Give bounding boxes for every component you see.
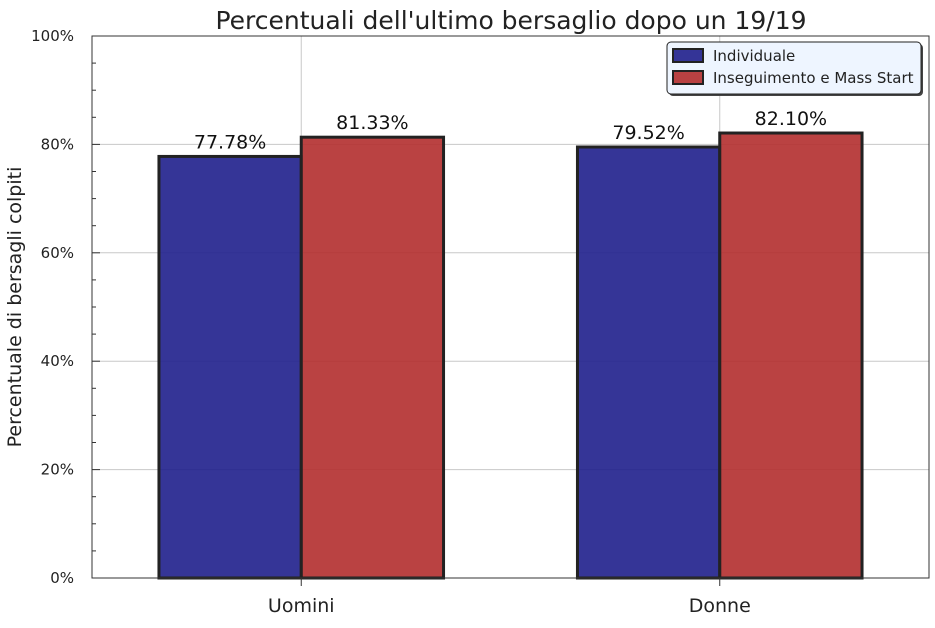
chart-title: Percentuali dell'ultimo bersaglio dopo u… <box>215 6 806 35</box>
data-label: 77.78% <box>194 131 266 153</box>
y-tick-label: 40% <box>41 352 74 370</box>
legend-swatch <box>672 48 704 63</box>
data-label: 79.52% <box>612 122 684 144</box>
bar-uomini-series-1 <box>157 154 303 580</box>
legend-box <box>666 41 922 95</box>
y-axis-label: Percentuale di bersagli colpiti <box>4 167 26 448</box>
data-label: 81.33% <box>336 112 408 134</box>
legend-swatch <box>672 70 704 85</box>
legend-label: Inseguimento e Mass Start <box>713 69 914 87</box>
y-tick-label: 60% <box>41 244 74 262</box>
y-tick-label: 80% <box>41 135 74 153</box>
x-tick-label: Uomini <box>268 595 335 617</box>
bar-uomini-series-2 <box>299 135 446 580</box>
bar-donne-series-1 <box>575 145 722 580</box>
x-axis: Uomini Donne <box>268 578 751 617</box>
x-tick-label: Donne <box>689 595 751 617</box>
y-tick-label: 20% <box>41 461 74 479</box>
y-tick-label: 0% <box>50 569 74 587</box>
bars-layer <box>157 131 864 580</box>
legend-label: Individuale <box>713 47 795 65</box>
y-axis: 0% 20% 40% 60% 80% 100% <box>31 27 100 587</box>
legend: Individuale Inseguimento e Mass Start <box>666 41 923 96</box>
y-tick-label: 100% <box>31 27 74 45</box>
data-label: 82.10% <box>755 108 827 130</box>
bar-donne-series-2 <box>718 131 864 580</box>
data-labels-layer: 77.78% 79.52% 81.33% 82.10% <box>194 108 827 153</box>
